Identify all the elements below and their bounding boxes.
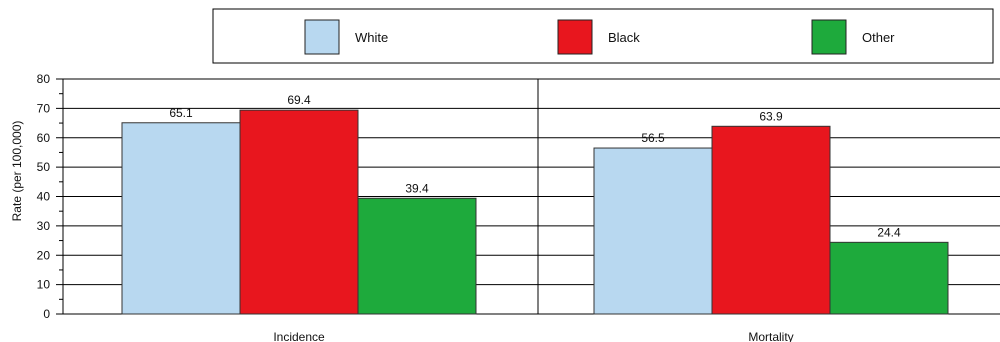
legend-frame <box>212 8 994 64</box>
data-label-mortality-black: 63.9 <box>759 109 783 123</box>
bar-incidence-other <box>357 197 477 315</box>
bars <box>121 109 949 315</box>
y-tick-label: 80 <box>37 72 51 86</box>
y-tick-label: 20 <box>37 248 51 262</box>
legend-swatch-black <box>557 19 593 55</box>
legend-swatch-white <box>304 19 340 55</box>
y-tick-label: 40 <box>37 190 51 204</box>
bar-incidence-white <box>121 122 241 315</box>
y-axis: 0 10 20 30 40 50 60 70 80 <box>37 72 64 321</box>
data-labels: 65.1 69.4 39.4 56.5 63.9 24.4 <box>169 93 901 239</box>
x-category-mortality: Mortality <box>748 330 793 342</box>
data-label-incidence-white: 65.1 <box>169 106 193 120</box>
legend-label-white: White <box>355 30 388 45</box>
x-category-incidence: Incidence <box>273 330 325 342</box>
y-tick-label: 50 <box>37 160 51 174</box>
legend-label-other: Other <box>862 30 895 45</box>
bar-mortality-black <box>711 125 831 315</box>
legend: White Black Other <box>212 8 994 64</box>
data-label-mortality-other: 24.4 <box>877 225 901 239</box>
y-axis-title: Rate (per 100,000) <box>10 121 24 222</box>
data-label-incidence-other: 39.4 <box>405 181 429 195</box>
bar-mortality-other <box>829 241 949 315</box>
legend-label-black: Black <box>608 30 640 45</box>
y-tick-label: 30 <box>37 219 51 233</box>
data-label-incidence-black: 69.4 <box>287 93 311 107</box>
legend-swatch-other <box>811 19 847 55</box>
data-label-mortality-white: 56.5 <box>641 131 665 145</box>
y-tick-label: 0 <box>43 307 50 321</box>
bar-incidence-black <box>239 109 359 315</box>
bar-mortality-white <box>593 147 713 315</box>
y-tick-label: 10 <box>37 278 51 292</box>
y-tick-label: 70 <box>37 101 51 115</box>
y-tick-label: 60 <box>37 131 51 145</box>
